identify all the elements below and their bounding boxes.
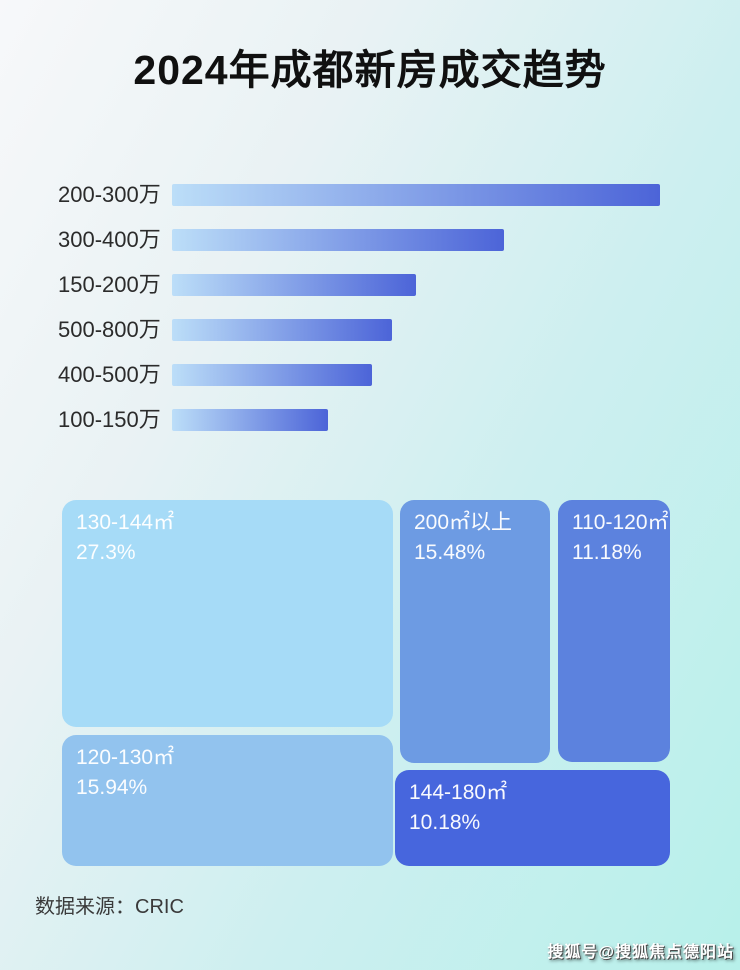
treemap-tile-percent: 10.18% — [409, 811, 481, 834]
bar-chart-rows: 200-300万 300-400万 150-200万 500-800万 400-500万… — [58, 184, 660, 431]
bar-segment — [172, 319, 392, 341]
watermark-text: 搜狐号@搜狐焦点德阳站 — [547, 944, 734, 961]
treemap-tile: 200㎡以上 15.48% — [400, 500, 550, 763]
bar-category-label: 200-300万 — [58, 182, 161, 207]
page-title: 2024年成都新房成交趋势 — [133, 47, 607, 93]
price-band-bar-chart: 200-300万 300-400万 150-200万 500-800万 400-500万… — [58, 184, 660, 454]
bar-category-label: 100-150万 — [58, 407, 161, 432]
bar-segment — [172, 274, 416, 296]
treemap-tile-percent: 15.48% — [414, 541, 486, 564]
treemap-tile: 110-120㎡ 11.18% — [558, 500, 670, 762]
bar-category-label: 500-800万 — [58, 317, 161, 342]
treemap-tile-label: 110-120㎡ — [572, 511, 669, 534]
treemap-tile-label: 120-130㎡ — [76, 746, 175, 769]
treemap-tile: 120-130㎡ 15.94% — [62, 735, 393, 866]
bar-category-label: 300-400万 — [58, 227, 161, 252]
treemap-tile-percent: 15.94% — [76, 776, 148, 799]
data-source-label: 数据来源：CRIC — [35, 896, 184, 918]
bar-row: 300-400万 — [58, 229, 660, 251]
treemap-tile: 130-144㎡ 27.3% — [62, 500, 393, 727]
bar-category-label: 150-200万 — [58, 272, 161, 297]
bar-segment — [172, 184, 660, 206]
treemap-tile-label: 200㎡以上 — [414, 511, 513, 534]
bar-row: 150-200万 — [58, 274, 660, 296]
bar-row: 400-500万 — [58, 364, 660, 386]
bar-row: 500-800万 — [58, 319, 660, 341]
treemap-tile-percent: 27.3% — [76, 541, 136, 564]
treemap-tile: 144-180㎡ 10.18% — [395, 770, 670, 866]
bar-category-label: 400-500万 — [58, 362, 161, 387]
area-size-treemap: 130-144㎡ 27.3% 120-130㎡ 15.94% 200㎡以上 15.48% 1… — [62, 500, 670, 866]
bar-row: 100-150万 — [58, 409, 660, 431]
bar-segment — [172, 229, 504, 251]
bar-segment — [172, 409, 328, 431]
treemap-tile-label: 144-180㎡ — [409, 781, 508, 804]
treemap-tile-label: 130-144㎡ — [76, 511, 175, 534]
treemap-tile-percent: 11.18% — [572, 541, 642, 564]
bar-row: 200-300万 — [58, 184, 660, 206]
bar-segment — [172, 364, 372, 386]
